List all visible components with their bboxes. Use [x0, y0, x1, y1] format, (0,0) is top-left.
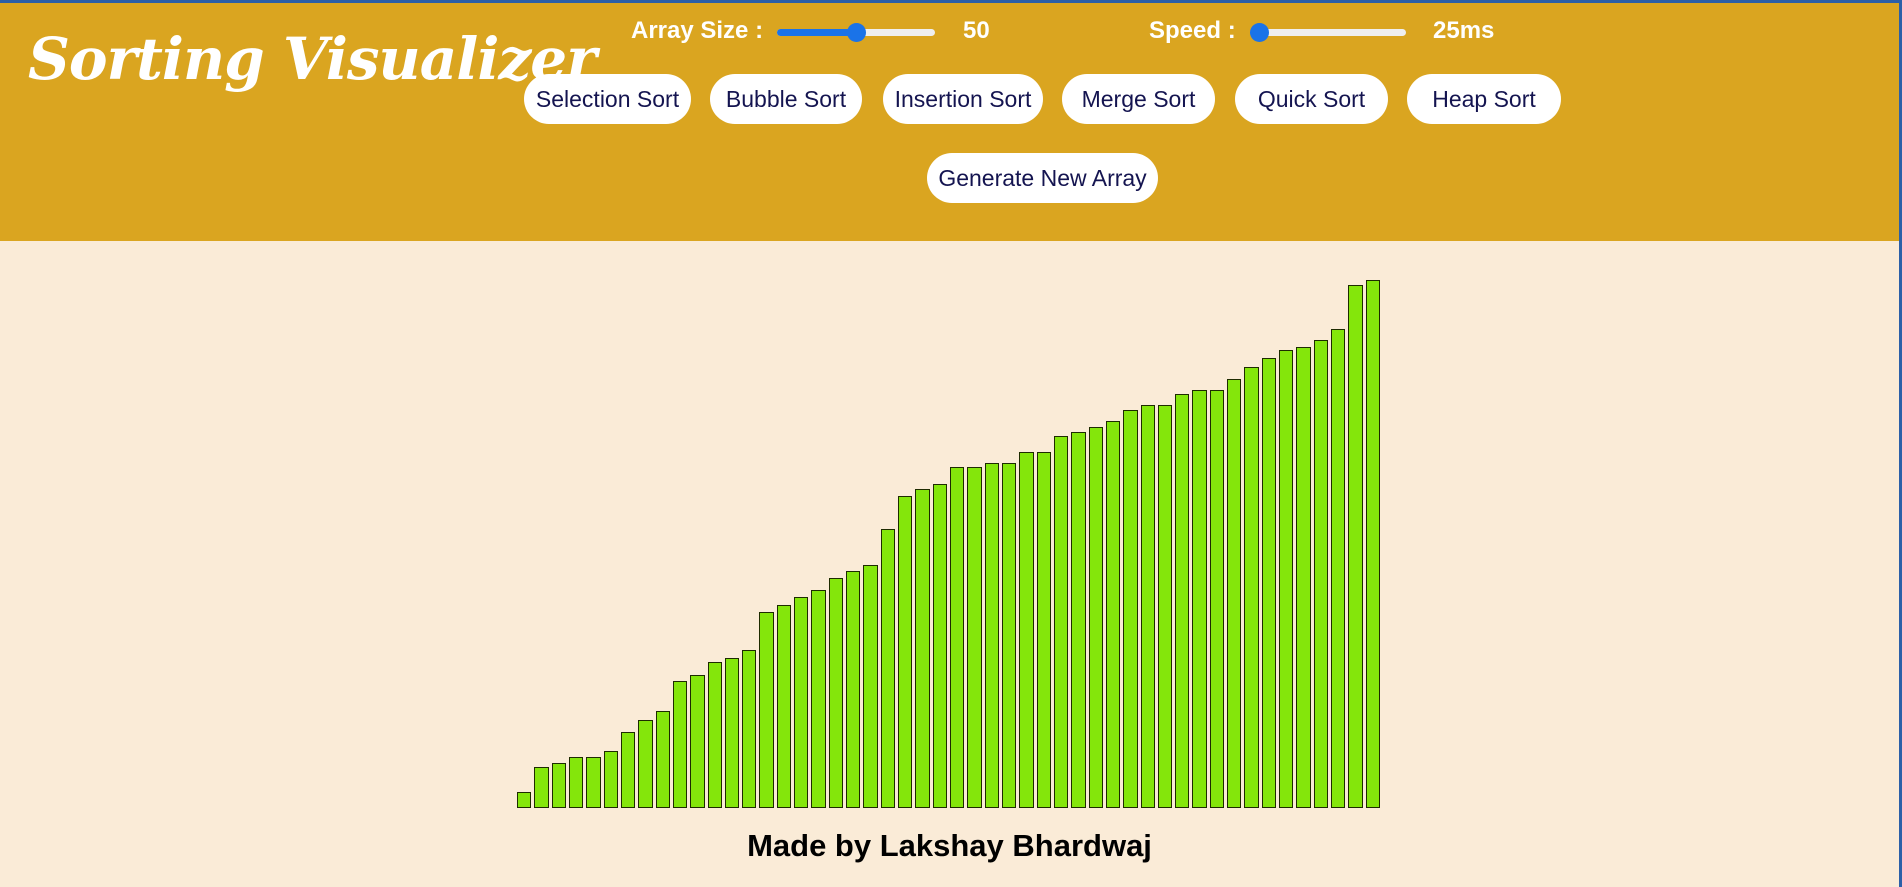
array-bar — [932, 483, 947, 808]
speed-thumb[interactable] — [1250, 23, 1269, 42]
array-bar — [880, 528, 896, 808]
array-bar — [1209, 389, 1225, 808]
array-bar — [794, 596, 809, 808]
array-bar — [1088, 426, 1103, 808]
array-bar — [672, 680, 688, 808]
array-bar — [1313, 340, 1329, 808]
array-bar — [1157, 404, 1173, 808]
array-bar — [1279, 350, 1294, 808]
window-right-border — [1899, 3, 1902, 887]
speed-slider[interactable] — [1250, 20, 1406, 44]
array-bar — [1071, 432, 1086, 808]
array-bar — [915, 489, 930, 808]
speed-label: Speed : — [1149, 17, 1236, 44]
quick-sort-button[interactable]: Quick Sort — [1235, 74, 1388, 124]
array-bar — [1331, 329, 1346, 808]
array-bar — [898, 495, 913, 808]
selection-sort-button[interactable]: Selection Sort — [524, 74, 691, 124]
array-bar — [1036, 451, 1051, 808]
array-bar — [707, 662, 722, 808]
array-size-slider[interactable] — [777, 20, 935, 44]
array-bars-container — [517, 280, 1383, 808]
speed-track — [1250, 29, 1406, 36]
app-logo-title: Sorting Visualizer — [28, 25, 597, 93]
speed-value: 25ms — [1433, 17, 1495, 44]
array-bar — [603, 751, 618, 808]
array-bar — [1105, 421, 1121, 808]
array-bar — [1192, 389, 1207, 808]
array-bar — [1365, 280, 1380, 808]
array-bar — [620, 732, 636, 808]
array-bar — [742, 650, 757, 808]
array-bar — [1001, 462, 1017, 808]
array-bar — [638, 720, 653, 808]
array-bar — [1140, 404, 1155, 808]
array-bar — [863, 564, 878, 808]
array-bar — [724, 657, 740, 808]
array-bar — [1348, 285, 1363, 808]
array-bar — [967, 467, 982, 808]
array-size-value: 50 — [963, 17, 990, 44]
array-size-label: Array Size : — [631, 17, 764, 44]
array-bar — [1123, 410, 1138, 808]
array-size-fill — [777, 29, 856, 36]
footer-credit: Made by Lakshay Bhardwaj — [747, 828, 1152, 863]
array-bar — [1175, 393, 1190, 808]
header-bar: Sorting Visualizer Array Size : 50 Speed… — [0, 3, 1899, 241]
bubble-sort-button[interactable]: Bubble Sort — [710, 74, 862, 124]
array-bar — [828, 577, 844, 808]
array-bar — [984, 462, 999, 808]
array-bar — [551, 763, 566, 808]
array-bar — [776, 605, 792, 808]
array-bar — [568, 756, 584, 808]
array-bar — [1019, 451, 1034, 808]
merge-sort-button[interactable]: Merge Sort — [1062, 74, 1215, 124]
array-bar — [1296, 346, 1311, 808]
array-bar — [586, 756, 601, 808]
array-bar — [950, 467, 965, 808]
array-size-thumb[interactable] — [847, 23, 866, 42]
array-bar — [759, 611, 774, 808]
array-bar — [690, 675, 705, 808]
array-bar — [1261, 357, 1277, 808]
array-bar — [1053, 435, 1069, 808]
array-bar — [1227, 378, 1242, 808]
array-bar — [811, 590, 826, 808]
array-bar — [517, 791, 532, 808]
array-bar — [655, 710, 670, 808]
insertion-sort-button[interactable]: Insertion Sort — [883, 74, 1043, 124]
window-top-border — [0, 0, 1902, 3]
array-bar — [534, 767, 549, 808]
array-bar — [846, 571, 861, 808]
heap-sort-button[interactable]: Heap Sort — [1407, 74, 1561, 124]
array-bar — [1244, 366, 1259, 808]
generate-new-array-button[interactable]: Generate New Array — [927, 153, 1158, 203]
